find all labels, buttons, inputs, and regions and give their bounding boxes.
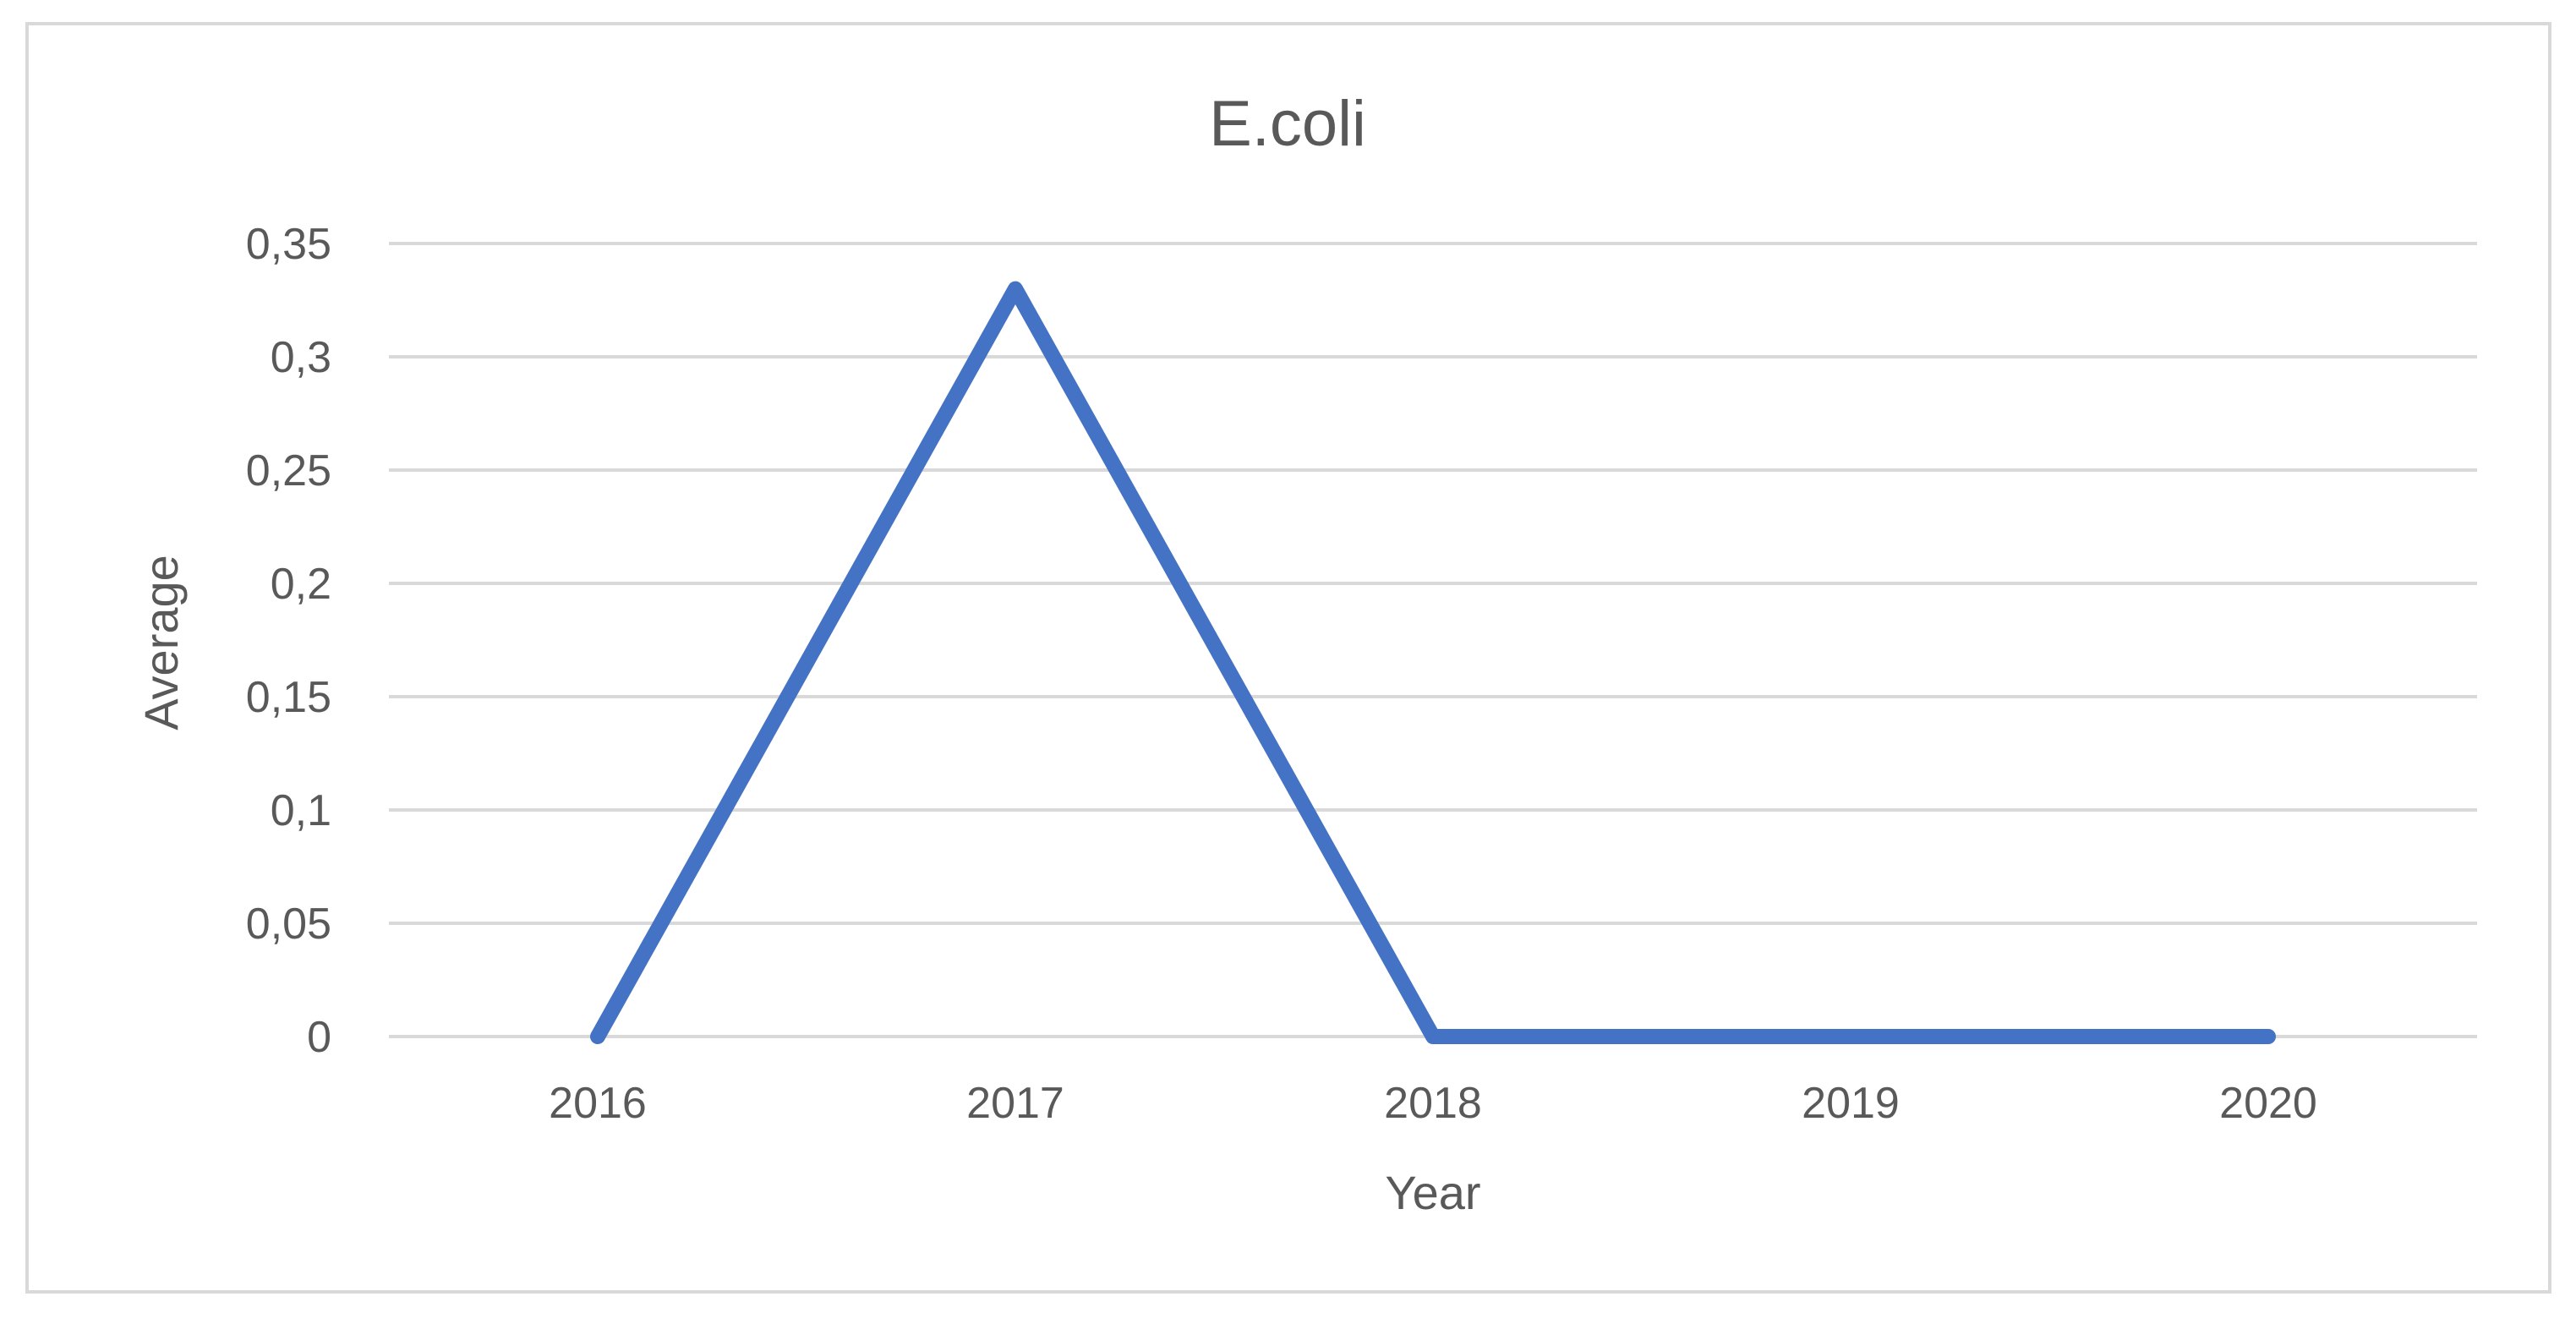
chart-frame	[25, 22, 2551, 1294]
chart-title: E.coli	[1209, 88, 1366, 160]
x-axis-title: Year	[1385, 1166, 1480, 1219]
x-tick-label: 2017	[966, 1079, 1064, 1128]
y-tick-label: 0,1	[271, 786, 331, 835]
series	[590, 281, 2276, 1044]
x-tick-label: 2020	[2219, 1079, 2317, 1128]
y-axis-ticks: 0 0,05 0,1 0,15 0,2 0,25 0,3 0,35	[246, 220, 331, 1062]
x-tick-label: 2016	[549, 1079, 647, 1128]
y-tick-label: 0,35	[246, 220, 331, 269]
y-tick-label: 0,2	[271, 560, 331, 609]
y-tick-label: 0,05	[246, 900, 331, 949]
y-tick-label: 0,25	[246, 446, 331, 495]
y-axis-title: Average	[134, 555, 188, 730]
x-tick-label: 2019	[1802, 1079, 1900, 1128]
series-line	[590, 281, 2276, 1044]
x-tick-label: 2018	[1384, 1079, 1482, 1128]
y-tick-label: 0,3	[271, 333, 331, 382]
x-axis-ticks: 2016 2017 2018 2019 2020	[549, 1079, 2317, 1128]
gridlines	[389, 242, 2477, 1038]
y-tick-label: 0	[307, 1013, 331, 1062]
y-tick-label: 0,15	[246, 673, 331, 722]
